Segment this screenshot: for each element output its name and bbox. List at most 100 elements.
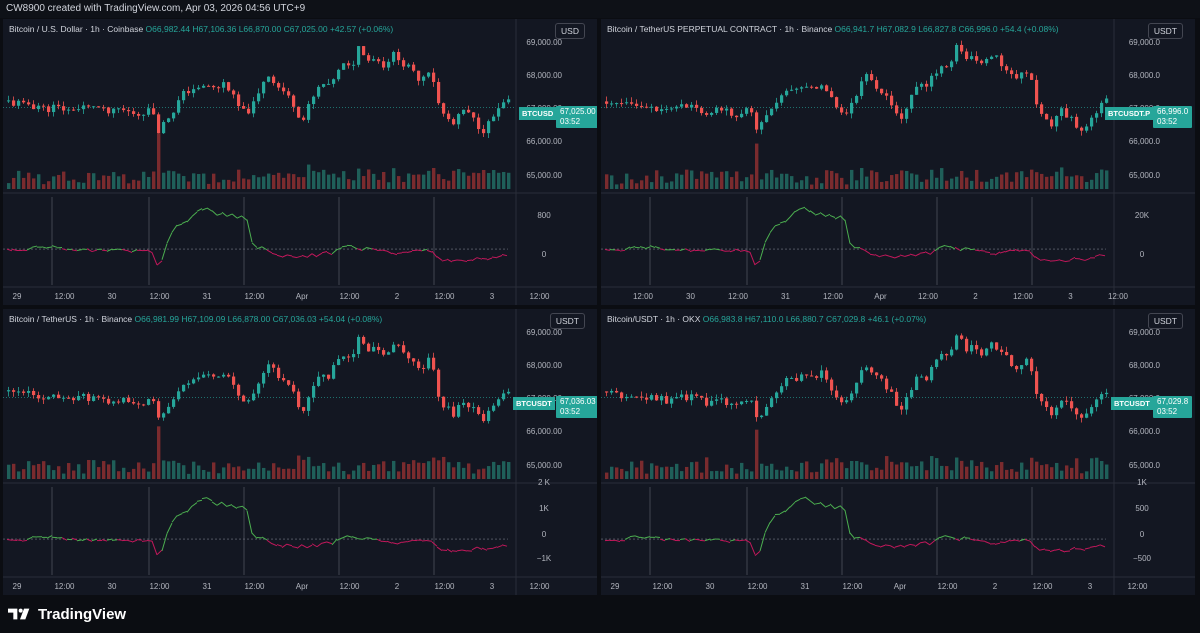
candle-body [427,72,431,77]
candle-body [227,82,231,91]
oscillator-segment [176,223,183,227]
oscillator-segment [436,256,443,261]
candle-body [880,375,884,379]
volume-bar [1075,458,1079,479]
oscillator-segment [1054,548,1061,551]
oscillator-segment [51,245,58,248]
oscillator-segment [386,250,393,255]
oscillator-segment [336,537,343,541]
oscillator-segment [456,549,463,552]
oscillator-segment [401,541,408,543]
tradingview-logo[interactable]: TradingView [8,604,126,624]
oscillator-segment [1069,546,1076,551]
oscillator-segment [889,255,896,259]
candle-body [980,60,984,64]
candle-body [47,106,51,113]
candle-body [487,121,491,134]
volume-bar [57,466,61,479]
candle-body [462,402,466,405]
candle-body [810,375,814,377]
chart-canvas[interactable]: 69,000.0068,000.0067,000.0066,000.0065,0… [3,309,597,595]
oscillator-segment [61,248,68,251]
candle-body [437,369,441,397]
last-price-tag: 67,029.8 03:52 [1153,396,1193,418]
chart-panel-okx[interactable]: 69,000.068,000.067,000.066,000.065,000.0… [601,309,1195,595]
candle-body [72,109,76,111]
currency-selector[interactable]: USDT [1147,313,1183,329]
volume-bar [840,462,844,479]
volume-bar [660,176,664,189]
volume-bar [232,467,236,479]
chart-canvas[interactable]: 69,000.0068,000.0067,000.0066,000.0065,0… [3,19,597,305]
volume-bar [645,175,649,189]
volume-bar [710,171,714,189]
symbol-title[interactable]: Bitcoin / U.S. Dollar · 1h · Coinbase [9,24,144,34]
candle-body [392,344,396,353]
candle-body [177,100,181,113]
volume-bar [725,171,729,189]
oscillator-segment [714,248,721,251]
volume-bar [492,461,496,479]
price-axis-label: 66,000.0 [1129,427,1161,436]
volume-bar [317,465,321,479]
volume-bar [497,465,501,479]
oscillator-segment [271,543,278,547]
volume-bar [312,466,316,479]
candle-body [467,109,471,113]
volume-bar [850,169,854,189]
volume-bar [950,470,954,479]
candle-body [237,94,241,107]
candle-body [392,51,396,62]
candle-body [935,359,939,367]
volume-bar [640,460,644,479]
volume-bar [700,472,704,479]
volume-bar [730,177,734,189]
oscillator-segment [994,251,1001,256]
oscillator-segment [346,535,353,538]
oscillator-segment [969,538,976,541]
symbol-title[interactable]: Bitcoin / TetherUS PERPETUAL CONTRACT · … [607,24,833,34]
chart-panel-binance-perp[interactable]: 69,000.068,000.067,000.066,000.065,000.0… [601,19,1195,305]
candle-body [965,338,969,352]
volume-bar [745,469,749,479]
volume-bar [1045,464,1049,479]
symbol-title[interactable]: Bitcoin / TetherUS · 1h · Binance [9,314,133,324]
oscillator-segment [421,248,428,252]
volume-bar [287,173,291,189]
currency-selector[interactable]: USD [555,23,585,39]
chart-canvas[interactable]: 69,000.068,000.067,000.066,000.065,000.0… [601,19,1195,305]
volume-bar [860,462,864,479]
candle-body [795,377,799,381]
chart-panel-coinbase[interactable]: 69,000.0068,000.0067,000.0066,000.0065,0… [3,19,597,305]
candle-body [502,102,506,109]
volume-bar [1070,176,1074,189]
oscillator-segment [426,540,433,542]
symbol-title[interactable]: Bitcoin/USDT · 1h · OKX [607,314,701,324]
candle-body [665,396,669,404]
oscillator-segment [431,250,438,258]
candle-body [297,106,301,118]
currency-selector[interactable]: USDT [549,313,585,329]
candle-body [482,129,486,134]
volume-bar [845,468,849,479]
volume-bar [352,470,356,479]
volume-bar [122,467,126,479]
chart-legend: Bitcoin / TetherUS PERPETUAL CONTRACT · … [607,24,1059,34]
candle-body [730,108,734,116]
oscillator-segment [624,246,631,251]
chart-panel-binance-spot[interactable]: 69,000.0068,000.0067,000.0066,000.0065,0… [3,309,597,595]
oscillator-segment [126,249,133,254]
volume-bar [192,461,196,479]
candle-body [675,106,679,109]
chart-canvas[interactable]: 69,000.068,000.067,000.066,000.065,000.0… [601,309,1195,595]
candle-body [172,399,176,407]
volume-bar [262,467,266,479]
price-axis-label: 65,000.0 [1129,461,1161,470]
candle-body [885,93,889,96]
oscillator-segment [914,253,921,257]
currency-selector[interactable]: USDT [1147,23,1183,39]
ohlc-high: H67,082.9 [876,24,916,34]
volume-bar [277,172,281,189]
candle-body [112,108,116,114]
session-marker [649,487,651,575]
